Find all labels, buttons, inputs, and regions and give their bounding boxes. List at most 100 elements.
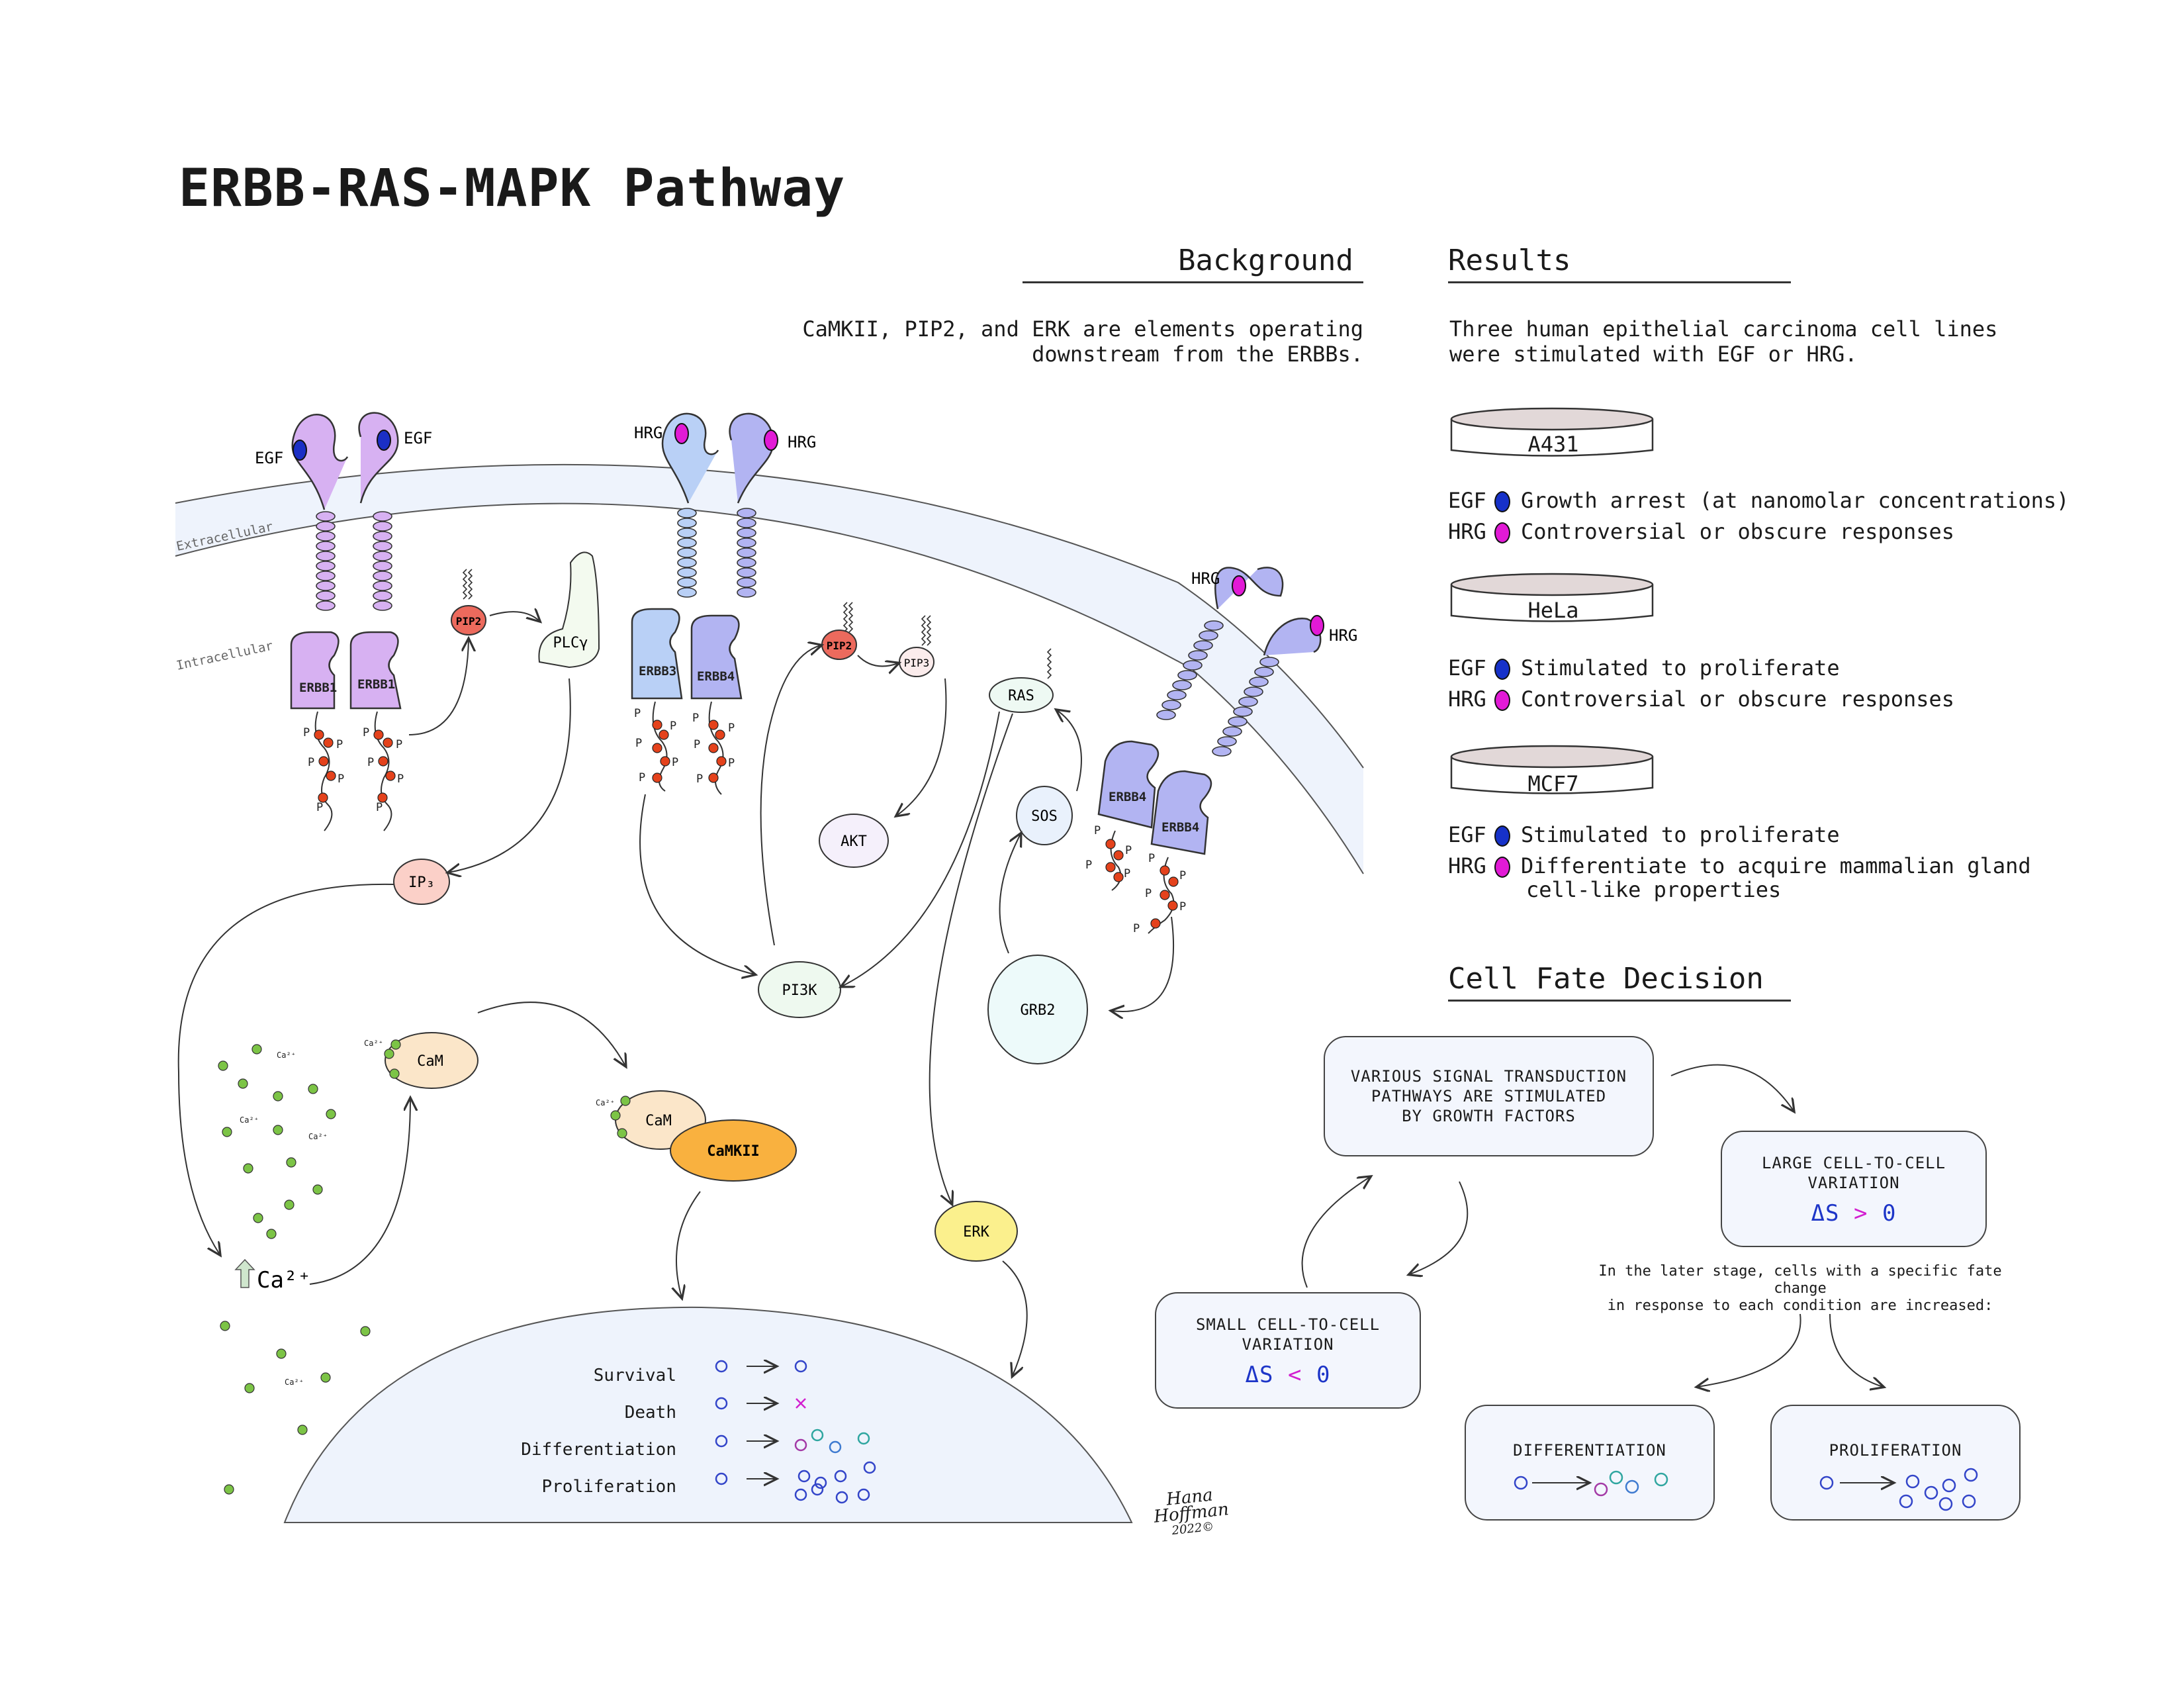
svg-text:P: P	[672, 756, 678, 769]
differentiation-box-label: DIFFERENTIATION	[1513, 1441, 1666, 1460]
arrow-to-proliferation	[1829, 1313, 1883, 1387]
erbb1-label: ERBB1	[299, 680, 337, 695]
cam-node	[385, 1032, 478, 1089]
egf-label: EGF	[255, 449, 283, 467]
svg-text:P: P	[696, 773, 703, 786]
ras-label: RAS	[1008, 688, 1034, 704]
erbb1-dimer: ERBB1 ERBB1	[290, 412, 402, 831]
mcf7-hrg-response: HRG Differentiate to acquire mammalian gl…	[1448, 853, 2031, 878]
arrow-erbb1-to-pip2	[408, 639, 469, 735]
background-heading: Background	[1178, 244, 1353, 277]
svg-text:P: P	[639, 771, 645, 784]
plcy-node	[538, 551, 600, 669]
fate-proliferation-label: Proliferation	[541, 1477, 677, 1497]
hrg-label: HRG	[788, 433, 816, 451]
erbb4-kinase-b	[1150, 770, 1212, 855]
svg-text:P: P	[635, 737, 642, 750]
arrow-pip2-to-pip3	[857, 655, 898, 666]
membrane-inner-line	[175, 502, 1364, 874]
cam-label: CaM	[417, 1053, 443, 1070]
cell-icon	[1942, 1478, 1956, 1493]
cam-label: CaM	[645, 1113, 672, 1129]
svg-text:P: P	[376, 801, 383, 814]
cell-icon	[1905, 1474, 1920, 1489]
background-text-line1: CaMKII, PIP2, and ERK are elements opera…	[802, 316, 1363, 342]
fate-labels: Survival Death Differentiation Prolifera…	[496, 1357, 676, 1505]
arrow-to-large	[1670, 1064, 1794, 1111]
hrg-label: HRG	[1191, 569, 1220, 588]
pi3k-node	[758, 961, 841, 1018]
hrg-oval-icon	[1494, 690, 1510, 711]
erbb4-label: ERBB4	[1109, 790, 1146, 804]
arrow-sos-to-ras	[1057, 710, 1082, 792]
svg-text:Ca²⁺: Ca²⁺	[364, 1039, 383, 1048]
cell-icon	[715, 1434, 728, 1448]
cell-icon	[715, 1472, 728, 1485]
erbb4-kinase-a	[1097, 740, 1160, 829]
phosphate-labels: P P P P P P P P P P P P P P P P P P P P P P P P P P P P P	[303, 707, 1186, 935]
later-stage-note: In the later stage, cells with a specifi…	[1569, 1263, 2032, 1315]
note-line2: in response to each condition are increa…	[1607, 1297, 1993, 1314]
plcy-label: PLCγ	[553, 635, 588, 651]
sos-label: SOS	[1031, 808, 1058, 825]
results-underline	[1448, 281, 1791, 283]
background-text: CaMKII, PIP2, and ERK are elements opera…	[802, 316, 1363, 367]
a431-hrg-response: HRG Controversial or obscure responses	[1448, 519, 1954, 544]
cell-icon	[794, 1360, 807, 1373]
intracellular-label: Intracellular	[175, 638, 274, 673]
small-variation-box: SMALL CELL-TO-CELL VARIATION ΔS < 0	[1155, 1292, 1421, 1409]
ca2-label: Ca²⁺	[257, 1267, 311, 1293]
signal-box-line2: PATHWAYS ARE STIMULATED	[1371, 1087, 1607, 1105]
cell-icon	[1964, 1468, 1978, 1482]
hela-hrg-response: HRG Controversial or obscure responses	[1448, 686, 1954, 712]
svg-text:Ca²⁺: Ca²⁺	[277, 1051, 296, 1060]
hela-egf-response: EGF Stimulated to proliferate	[1448, 655, 1840, 680]
hrg-ligand-icon	[1310, 615, 1324, 636]
svg-text:P: P	[316, 801, 323, 814]
cell-icon	[715, 1397, 728, 1410]
lipid-tails	[462, 569, 1052, 679]
svg-text:P: P	[303, 726, 310, 739]
erbb3-kinase	[631, 608, 683, 700]
svg-text:P: P	[1085, 859, 1092, 872]
nucleus	[283, 1306, 1133, 1523]
cell-icon	[1594, 1482, 1608, 1497]
erk-label: ERK	[963, 1224, 989, 1241]
differentiation-box: DIFFERENTIATION	[1465, 1405, 1715, 1521]
svg-text:P: P	[1179, 900, 1186, 914]
large-delta-s: ΔS > 0	[1811, 1200, 1897, 1227]
hrg-label: HRG	[1329, 626, 1357, 645]
svg-text:P: P	[1124, 867, 1130, 880]
svg-text:P: P	[367, 756, 374, 769]
up-arrow-icon	[234, 1258, 255, 1288]
akt-label: AKT	[841, 833, 867, 850]
cell-icon	[1962, 1494, 1976, 1509]
svg-text:P: P	[1179, 869, 1186, 882]
small-box-line1: SMALL CELL-TO-CELL	[1195, 1315, 1381, 1334]
cell-icon	[1938, 1497, 1953, 1511]
cell-icon	[1819, 1476, 1834, 1490]
a431-egf-response: EGF Growth arrest (at nanomolar concentra…	[1448, 488, 2069, 513]
svg-text:Ca²⁺: Ca²⁺	[308, 1132, 328, 1141]
erbb4-ecd-b	[1263, 618, 1322, 656]
hrg-ligand-icon	[1232, 575, 1246, 596]
hrg-oval-icon	[1494, 522, 1510, 543]
pip2-label: PIP2	[827, 639, 852, 652]
pathway-diagram: Extracellular Intracellular ERBB1 ERBB1	[175, 412, 1364, 1523]
phosphate-dots	[314, 720, 1179, 929]
erbb1-ecd-left	[291, 414, 349, 510]
arrow-to-differentiation	[1698, 1313, 1801, 1387]
svg-text:P: P	[1094, 824, 1101, 837]
svg-text:P: P	[694, 738, 700, 751]
arrow-to-small	[1410, 1181, 1469, 1274]
calcium-labels: Ca²⁺ Ca²⁺ Ca²⁺ Ca²⁺ Ca²⁺ Ca²⁺	[240, 1039, 615, 1387]
fate-icons	[715, 1350, 876, 1504]
egf-oval-icon	[1494, 491, 1510, 512]
cell-membrane	[175, 464, 1363, 874]
svg-text:P: P	[397, 773, 404, 786]
mcf7-egf-text: Stimulated to proliferate	[1521, 822, 1840, 847]
arrow-pi3k-to-pip2	[760, 645, 821, 946]
svg-text:P: P	[728, 722, 735, 735]
small-delta-s: ΔS < 0	[1245, 1362, 1331, 1388]
arrow-ca-to-cam	[309, 1099, 410, 1285]
